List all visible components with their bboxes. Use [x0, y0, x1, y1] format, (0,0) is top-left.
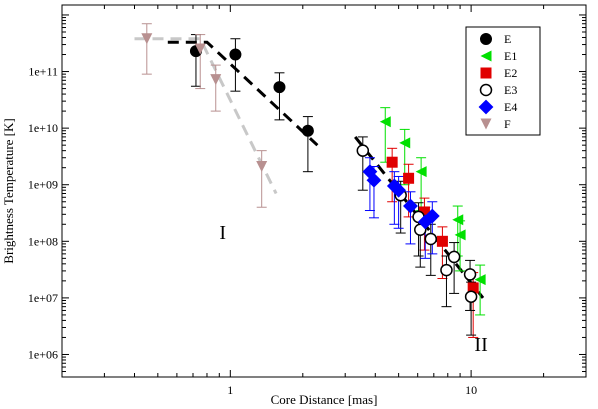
- point-e3: [464, 290, 478, 303]
- y-tick-label: 1e+09: [28, 178, 58, 192]
- legend: E E1 E2 E3 E4 F: [465, 26, 541, 136]
- point-e: [273, 81, 286, 94]
- point-e4: [417, 214, 433, 230]
- point-e2: [403, 172, 415, 184]
- legend-marker-e4: [478, 99, 494, 115]
- plot-frame: [61, 4, 587, 378]
- x-tick-label: 10: [465, 383, 477, 397]
- y-tick-label: 1e+08: [28, 234, 58, 248]
- point-f: [256, 160, 268, 172]
- point-e4: [366, 172, 382, 188]
- legend-marker-e: [480, 33, 492, 45]
- point-e4: [424, 208, 440, 224]
- legend-marker-e3: [479, 83, 493, 97]
- legend-marker-e1: [480, 50, 492, 62]
- y-tick-label: 1e+06: [28, 347, 58, 361]
- point-e1: [454, 229, 466, 241]
- region-label: I: [219, 222, 226, 244]
- region-label: II: [474, 334, 487, 356]
- y-tick-label: 1e+11: [28, 65, 58, 79]
- point-e2: [467, 282, 479, 294]
- point-e: [229, 48, 242, 61]
- point-e2: [386, 156, 398, 168]
- point-e4: [391, 182, 407, 198]
- point-e4: [386, 178, 402, 194]
- annotations-group: III: [219, 222, 487, 356]
- legend-box: [465, 26, 541, 136]
- legend-label-e1: E1: [504, 49, 517, 63]
- point-e3: [463, 268, 477, 281]
- legend-label-e: E: [504, 32, 511, 46]
- data-markers-group: [141, 33, 486, 303]
- fit-line: [134, 37, 278, 195]
- error-bars-group: [141, 23, 486, 338]
- point-e1: [474, 274, 486, 286]
- point-f: [194, 43, 206, 55]
- point-f: [210, 74, 222, 86]
- legend-label-f: F: [504, 117, 511, 131]
- point-e2: [418, 206, 430, 218]
- y-tick-label: 1e+07: [28, 291, 58, 305]
- fit-line: [167, 40, 319, 147]
- x-axis-title: Core Distance [mas]: [271, 392, 378, 407]
- point-e3: [424, 232, 438, 246]
- point-e2: [436, 235, 448, 247]
- point-e3: [440, 263, 453, 277]
- y-axis-title: Brightness Temperature [K]: [1, 118, 16, 263]
- x-tick-label: 1: [227, 383, 233, 397]
- legend-label-e3: E3: [504, 83, 517, 97]
- y-tick-label: 1e+10: [28, 121, 58, 135]
- legend-label-e4: E4: [504, 100, 517, 114]
- point-f: [141, 33, 153, 45]
- plot-frame-group: [61, 4, 587, 378]
- point-e1: [452, 214, 464, 226]
- point-e3: [447, 250, 461, 264]
- point-e4: [403, 198, 418, 214]
- point-e1: [399, 137, 411, 149]
- legend-label-e2: E2: [504, 66, 517, 80]
- legend-marker-e2: [480, 67, 492, 79]
- point-e1: [415, 166, 427, 178]
- point-e: [301, 124, 314, 137]
- point-e3: [356, 144, 370, 157]
- legend-marker-f: [480, 118, 492, 130]
- axes-group: 1 10 1e+06 1e+07 1e+08 1e+09 1e+10 1e+11 Core Di…: [1, 5, 587, 407]
- point-e1: [379, 116, 391, 128]
